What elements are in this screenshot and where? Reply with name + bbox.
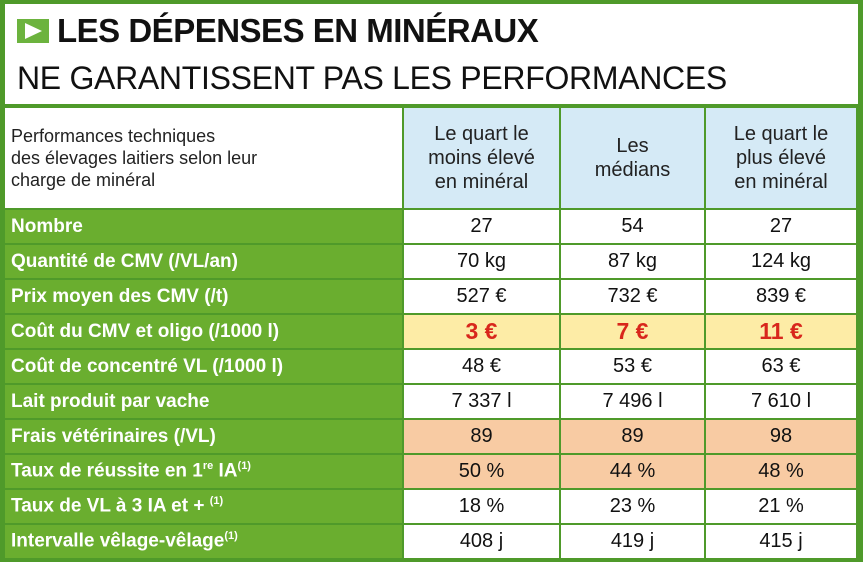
- footnote-ref: (1): [224, 530, 238, 543]
- row-label-text: Coût de concentré VL (/1000 l): [11, 355, 284, 377]
- table-cell: 48 €: [404, 350, 559, 383]
- row-label-sup: re: [202, 460, 214, 473]
- header-line: Le quart le: [434, 123, 529, 145]
- row-label: Nombre: [5, 210, 402, 243]
- row-label: Coût du CMV et oligo (/1000 l): [5, 315, 402, 348]
- row-label-text: Lait produit par vache: [11, 390, 210, 412]
- header-line: plus élevé: [735, 147, 827, 169]
- table-cell: 27: [404, 210, 559, 243]
- table-row: Frais vétérinaires (/VL) 89 89 98: [5, 420, 856, 453]
- table-cell: 124 kg: [706, 245, 856, 278]
- column-header-high: Le quart le plus élevé en minéral: [706, 108, 856, 208]
- table-cell: 48 %: [706, 455, 856, 488]
- table-cell: 23 %: [561, 490, 704, 523]
- row-label-text: Coût du CMV et oligo (/1000 l): [11, 320, 280, 342]
- row-label-text: Quantité de CMV (/VL/an): [11, 250, 238, 272]
- table-cell: 419 j: [561, 525, 704, 558]
- table-cell: 70 kg: [404, 245, 559, 278]
- row-label: Prix moyen des CMV (/t): [5, 280, 402, 313]
- table-cell: 7 337 l: [404, 385, 559, 418]
- table-cell: 18 %: [404, 490, 559, 523]
- row-label-text: Taux de réussite en 1: [11, 460, 203, 482]
- table-cell: 87 kg: [561, 245, 704, 278]
- table-cell: 3 €: [404, 315, 559, 348]
- table-cell: 50 %: [404, 455, 559, 488]
- row-label: Coût de concentré VL (/1000 l): [5, 350, 402, 383]
- performance-table: Performances techniques des élevages lai…: [3, 106, 858, 560]
- header-line: en minéral: [734, 171, 828, 193]
- table-row: Quantité de CMV (/VL/an) 70 kg 87 kg 124 kg: [5, 245, 856, 278]
- row-label-text: Taux de VL à 3 IA et +: [11, 495, 210, 517]
- footnote-ref: (1): [209, 495, 224, 508]
- row-label: Lait produit par vache: [5, 385, 402, 418]
- footnote-ref: (1): [237, 460, 251, 473]
- table-cell: 7 610 l: [706, 385, 856, 418]
- table-row: Taux de VL à 3 IA et + (1) 18 % 23 % 21 %: [5, 490, 856, 523]
- table-cell: 11 €: [706, 315, 856, 348]
- header-line: moins élevé: [428, 147, 535, 169]
- table-cell: 839 €: [706, 280, 856, 313]
- table-header-row: Performances techniques des élevages lai…: [5, 108, 856, 208]
- table-cell: 7 496 l: [561, 385, 704, 418]
- row-label-text: Frais vétérinaires (/VL): [11, 425, 216, 447]
- table-cell: 54: [561, 210, 704, 243]
- table-cell: 21 %: [706, 490, 856, 523]
- play-arrow-icon: [17, 19, 49, 43]
- table-row: Coût du CMV et oligo (/1000 l) 3 €7 €11 €: [5, 315, 856, 348]
- row-label-text: Intervalle vêlage-vêlage: [11, 530, 225, 552]
- table-row: Coût de concentré VL (/1000 l) 48 €53 €63…: [5, 350, 856, 383]
- row-label-suffix: IA: [213, 460, 238, 482]
- table-cell: 89: [404, 420, 559, 453]
- corner-line: des élevages laitiers selon leur: [11, 148, 258, 168]
- corner-line: Performances techniques: [11, 126, 216, 146]
- table-cell: 527 €: [404, 280, 559, 313]
- table-cell: 732 €: [561, 280, 704, 313]
- table-cell: 44 %: [561, 455, 704, 488]
- table-row: Intervalle vêlage-vêlage(1) 408 j 419 j 415…: [5, 525, 856, 558]
- title-line-2: NE GARANTISSENT PAS LES PERFORMANCES: [17, 60, 727, 96]
- header-line: Les: [616, 135, 649, 157]
- table-cell: 7 €: [561, 315, 704, 348]
- table-cell: 63 €: [706, 350, 856, 383]
- corner-header: Performances techniques des élevages lai…: [5, 108, 402, 208]
- table-cell: 53 €: [561, 350, 704, 383]
- table-cell: 98: [706, 420, 856, 453]
- row-label-text: Prix moyen des CMV (/t): [11, 285, 229, 307]
- table-cell: 89: [561, 420, 704, 453]
- table-row: Nombre 27 54 27: [5, 210, 856, 243]
- table-row: Taux de réussite en 1re IA(1) 50 % 44 % 48 …: [5, 455, 856, 488]
- table-cell: 415 j: [706, 525, 856, 558]
- title-block: LES DÉPENSES EN MINÉRAUX NE GARANTISSENT…: [5, 4, 858, 104]
- row-label: Quantité de CMV (/VL/an): [5, 245, 402, 278]
- title-text: LES DÉPENSES EN MINÉRAUX: [57, 12, 539, 49]
- row-label: Frais vétérinaires (/VL): [5, 420, 402, 453]
- column-header-median: Les médians: [561, 108, 704, 208]
- table-row: Prix moyen des CMV (/t) 527 €732 €839 €: [5, 280, 856, 313]
- row-label: Taux de réussite en 1re IA(1): [5, 455, 402, 488]
- header-line: Le quart le: [733, 123, 829, 145]
- header-line: en minéral: [434, 171, 529, 193]
- row-label: Intervalle vêlage-vêlage(1): [5, 525, 402, 558]
- table-cell: 27: [706, 210, 856, 243]
- row-label: Taux de VL à 3 IA et + (1): [5, 490, 402, 523]
- row-label-text: Nombre: [11, 215, 83, 237]
- table-cell: 408 j: [404, 525, 559, 558]
- column-header-low: Le quart le moins élevé en minéral: [404, 108, 559, 208]
- title-line-1: LES DÉPENSES EN MINÉRAUX: [17, 12, 539, 50]
- corner-line: charge de minéral: [11, 170, 156, 190]
- header-line: médians: [594, 159, 671, 181]
